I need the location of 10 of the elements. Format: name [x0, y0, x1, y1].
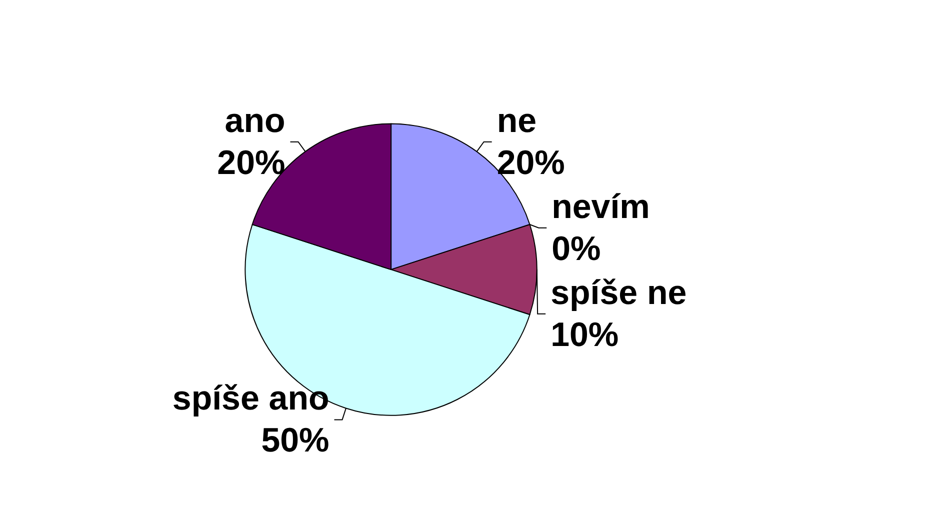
- data-label: 10%: [550, 316, 619, 354]
- slice-label: spíše ne: [550, 274, 687, 312]
- slice-label: ano: [224, 102, 286, 140]
- slice-label: ne: [496, 102, 537, 140]
- text: 0%: [552, 230, 601, 268]
- slice-label: spíše ano: [172, 380, 330, 418]
- data-label: 20%: [496, 144, 565, 182]
- legend-label: nevím: [552, 188, 650, 226]
- data-label: 50%: [261, 422, 330, 460]
- data-label: 20%: [217, 144, 286, 182]
